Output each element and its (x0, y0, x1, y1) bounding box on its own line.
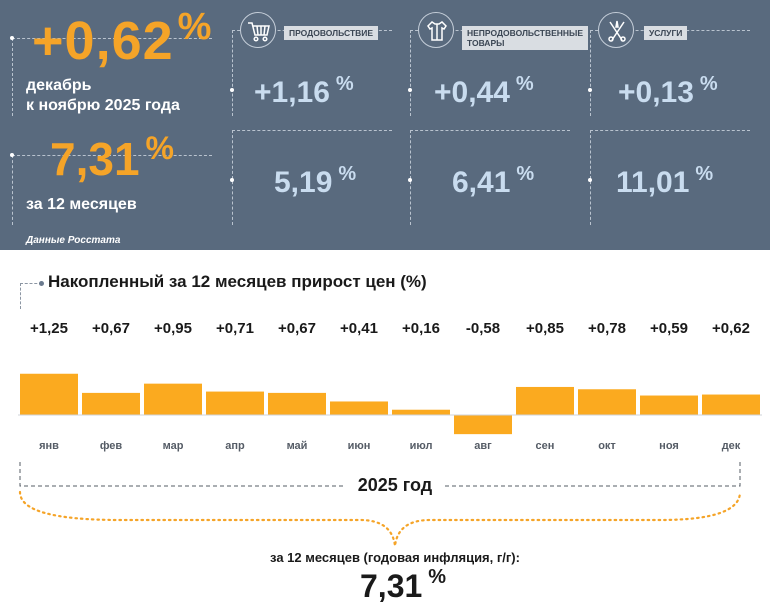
value-label-янв: +1,25 (30, 320, 68, 337)
value-label-фев: +0,67 (92, 320, 130, 337)
month-label-июн: июн (347, 440, 371, 452)
bar-ноя (640, 395, 698, 415)
bar-июл (392, 409, 450, 415)
month-change-caption: декабрь к ноябрю 2025 года (26, 77, 180, 114)
bar-июн (330, 401, 388, 415)
services-year-value: 11,01% (616, 163, 714, 199)
nonfood-month-value: +0,44% (434, 73, 534, 109)
year-bracket (19, 462, 741, 487)
services-year-frame (590, 130, 750, 225)
month-label-дек: дек (721, 440, 741, 452)
value-label-сен: +0,85 (526, 320, 564, 337)
value-label-май: +0,67 (278, 320, 316, 337)
value-label-окт: +0,78 (588, 320, 626, 337)
nonfood-month-dot (408, 88, 412, 92)
summary-panel: +0,62% декабрь к ноябрю 2025 года 7,31% … (0, 0, 770, 250)
month-label-сен: сен (535, 440, 555, 452)
month-label-апр: апр (225, 440, 245, 452)
annual-inflation-value: 7,31% (360, 566, 447, 604)
year-label: 2025 год (345, 475, 445, 496)
food-month-dot (230, 88, 234, 92)
month-label-мар: мар (162, 440, 184, 452)
value-label-мар: +0,95 (154, 320, 192, 337)
month-change-value: +0,62% (32, 6, 213, 71)
nonfood-year-dot (408, 178, 412, 182)
bar-дек (702, 394, 760, 415)
year-change-value: 7,31% (50, 130, 174, 185)
month-label-авг: авг (474, 440, 492, 452)
bar-янв (20, 373, 78, 415)
services-year-dot (588, 178, 592, 182)
food-year-value: 5,19% (274, 163, 357, 199)
bar-окт (578, 389, 636, 415)
month-label-окт: окт (598, 440, 616, 452)
shopping-cart-icon (240, 12, 276, 48)
month-frame (12, 38, 212, 116)
bar-фев (82, 392, 140, 415)
tools-icon (598, 12, 634, 48)
month-frame-dot (10, 36, 14, 40)
value-label-июл: +0,16 (402, 320, 440, 337)
chart-title-dot (39, 281, 44, 286)
food-year-dot (230, 178, 234, 182)
annual-curly-brace (18, 490, 742, 547)
bar-мар (144, 383, 202, 415)
annual-inflation-caption: за 12 месяцев (годовая инфляция, г/г): (270, 550, 520, 565)
value-label-ноя: +0,59 (650, 320, 688, 337)
bar-апр (206, 391, 264, 415)
bar-сен (516, 386, 574, 415)
chart-title: Накопленный за 12 месяцев прирост цен (%… (48, 272, 427, 291)
chart-title-bracket (20, 283, 42, 309)
value-label-апр: +0,71 (216, 320, 254, 337)
year-change-caption: за 12 месяцев (26, 196, 137, 213)
month-label-май: май (286, 440, 308, 452)
nonfood-category-label: НЕПРОДОВОЛЬСТВЕННЫЕ ТОВАРЫ (462, 26, 589, 50)
nonfood-year-value: 6,41% (452, 163, 535, 199)
value-label-июн: +0,41 (340, 320, 378, 337)
month-label-ноя: ноя (659, 440, 679, 452)
month-label-янв: янв (39, 440, 59, 452)
month-label-июл: июл (409, 440, 433, 452)
services-category-label: УСЛУГИ (644, 26, 688, 40)
clothes-icon (418, 12, 454, 48)
year-frame-dot (10, 153, 14, 157)
services-month-dot (588, 88, 592, 92)
data-source: Данные Росстата (26, 235, 121, 246)
month-label-фев: фев (99, 440, 123, 452)
food-year-frame (232, 130, 392, 225)
services-month-value: +0,13% (618, 73, 718, 109)
year-frame (12, 155, 212, 225)
bar-авг (454, 415, 512, 435)
food-month-value: +1,16% (254, 73, 354, 109)
value-label-авг: -0,58 (465, 320, 501, 337)
nonfood-year-frame (410, 130, 570, 225)
bar-май (268, 392, 326, 415)
value-label-дек: +0,62 (712, 320, 750, 337)
food-category-label: ПРОДОВОЛЬСТВИЕ (284, 26, 379, 40)
